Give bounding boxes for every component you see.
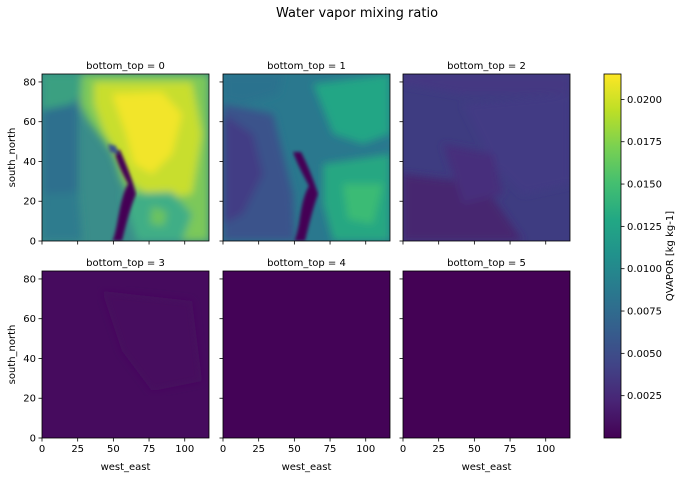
y-tick-label: 40: [23, 354, 36, 365]
panel-title-1: bottom_top = 1: [267, 61, 346, 72]
heatmap-panel-3: [41, 270, 210, 439]
y-tick-label: 0: [30, 237, 36, 248]
colorbar-label: QVAPOR [kg kg-1]: [665, 211, 676, 301]
panel-title-4: bottom_top = 4: [267, 258, 346, 269]
x-tick-label: 50: [107, 444, 120, 455]
y-tick-label: 0: [30, 434, 36, 445]
heatmap-panel-1: [222, 73, 391, 242]
x-tick-label: 100: [536, 444, 555, 455]
colorbar-tick-label: 0.0050: [627, 349, 662, 360]
panel-title-5: bottom_top = 5: [447, 258, 526, 269]
x-tick-label: 0: [220, 444, 226, 455]
y-axis-label-bottom: south_north: [7, 325, 18, 385]
heatmap-panel-4: [222, 270, 391, 439]
x-tick-label: 25: [71, 444, 84, 455]
colorbar-tick-label: 0.0175: [627, 137, 662, 148]
x-tick-label: 0: [400, 444, 406, 455]
x-tick-label: 0: [39, 444, 45, 455]
heatmap-panel-0: [41, 73, 210, 242]
x-tick-label: 25: [432, 444, 445, 455]
x-tick-label: 75: [504, 444, 517, 455]
axis-ticks: 0 20 40 60 80 0 25 50 75 100 0 20 40 60 80 0 25 50 75 100 0 2…: [23, 77, 555, 455]
x-axis-label-right: west_east: [462, 462, 512, 473]
heatmap-panel-2: [402, 73, 571, 242]
y-tick-label: 60: [23, 314, 36, 325]
colorbar-tick-label: 0.0100: [627, 264, 662, 275]
figure-title: Water vapor mixing ratio: [276, 6, 438, 21]
colorbar-tick-label: 0.0125: [627, 222, 662, 233]
x-tick-label: 50: [468, 444, 481, 455]
colorbar-tick-label: 0.0200: [627, 95, 662, 106]
x-tick-label: 50: [288, 444, 301, 455]
y-tick-label: 20: [23, 197, 36, 208]
y-tick-label: 80: [23, 77, 36, 88]
y-tick-label: 60: [23, 117, 36, 128]
x-tick-label: 100: [175, 444, 194, 455]
panel-title-2: bottom_top = 2: [447, 61, 526, 72]
panel-title-3: bottom_top = 3: [86, 258, 165, 269]
colorbar-tick-label: 0.0150: [627, 180, 662, 191]
y-axis-label-top: south_north: [7, 128, 18, 188]
colorbar-tick-label: 0.0025: [627, 391, 662, 402]
x-tick-label: 100: [356, 444, 375, 455]
x-tick-label: 25: [252, 444, 265, 455]
y-tick-label: 80: [23, 274, 36, 285]
y-tick-label: 40: [23, 157, 36, 168]
x-tick-label: 75: [143, 444, 156, 455]
x-axis-label-left: west_east: [101, 462, 151, 473]
colorbar-gradient: [603, 73, 622, 439]
x-axis-label-middle: west_east: [282, 462, 332, 473]
panel-title-0: bottom_top = 0: [86, 61, 165, 72]
colorbar-tick-label: 0.0075: [627, 307, 662, 318]
colorbar: 0.0025 0.0050 0.0075 0.0100 0.0125 0.0150 0.01…: [603, 73, 676, 439]
x-tick-label: 75: [324, 444, 337, 455]
y-tick-label: 20: [23, 394, 36, 405]
heatmap-panel-5: [402, 270, 571, 439]
colorbar-ticks: 0.0025 0.0050 0.0075 0.0100 0.0125 0.0150 0.01…: [621, 95, 662, 402]
